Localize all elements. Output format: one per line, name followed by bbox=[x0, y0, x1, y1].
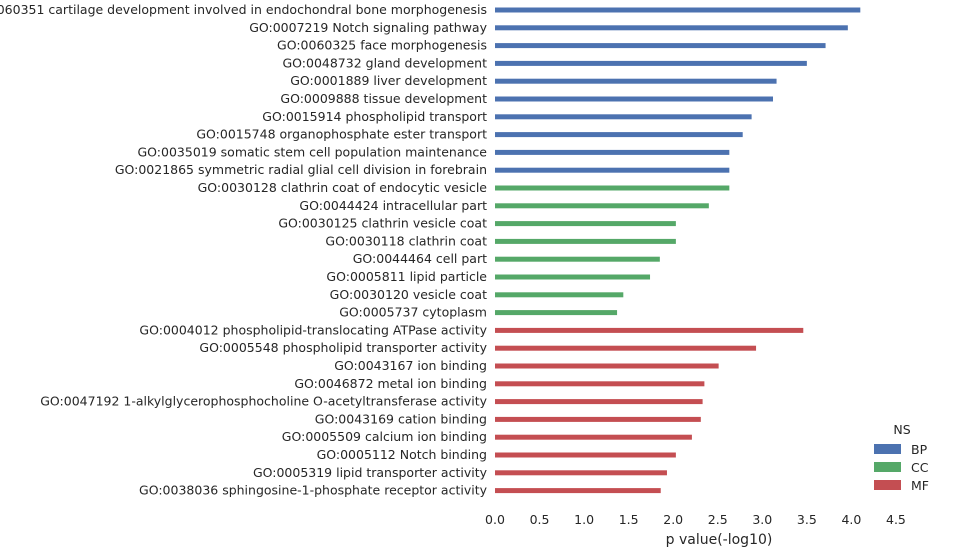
bar-cc bbox=[495, 274, 651, 280]
y-tick-label: GO:0009888 tissue development bbox=[280, 91, 487, 106]
bar-bp bbox=[495, 78, 777, 84]
bar-bp bbox=[495, 167, 730, 173]
bar-cc bbox=[495, 256, 660, 262]
y-tick-label: GO:0060325 face morphogenesis bbox=[277, 38, 487, 53]
legend-swatch-bp bbox=[874, 444, 901, 454]
legend-label: BP bbox=[911, 442, 928, 457]
bar-mf bbox=[495, 345, 757, 351]
y-axis-labels: GO:0060351 cartilage development involve… bbox=[0, 2, 488, 498]
y-tick-label: GO:0005737 cytoplasm bbox=[339, 305, 487, 320]
y-tick-label: GO:0005112 Notch binding bbox=[317, 447, 487, 462]
legend: NS BP CC MF bbox=[874, 422, 929, 493]
y-tick-label: GO:0060351 cartilage development involve… bbox=[0, 2, 487, 17]
x-axis-title: p value(-log10) bbox=[666, 532, 773, 548]
y-tick-label: GO:0043169 cation binding bbox=[315, 411, 487, 426]
bar-mf bbox=[495, 452, 676, 458]
x-tick-label: 3.5 bbox=[797, 512, 817, 527]
bar-cc bbox=[495, 310, 618, 316]
x-tick-label: 1.5 bbox=[619, 512, 639, 527]
bar-mf bbox=[495, 399, 703, 405]
y-tick-label: GO:0001889 liver development bbox=[290, 73, 487, 88]
x-tick-label: 3.0 bbox=[752, 512, 772, 527]
bar-cc bbox=[495, 221, 676, 227]
y-tick-label: GO:0044464 cell part bbox=[353, 251, 487, 266]
y-tick-label: GO:0030128 clathrin coat of endocytic ve… bbox=[198, 180, 488, 195]
bar-mf bbox=[495, 381, 705, 387]
legend-swatch-mf bbox=[874, 480, 901, 490]
bars bbox=[495, 7, 861, 494]
bar-cc bbox=[495, 292, 624, 298]
y-tick-label: GO:0035019 somatic stem cell population … bbox=[138, 144, 488, 159]
y-tick-label: GO:0015748 organophosphate ester transpo… bbox=[196, 127, 487, 142]
x-tick-label: 4.5 bbox=[886, 512, 906, 527]
x-tick-label: 2.0 bbox=[663, 512, 683, 527]
bar-cc bbox=[495, 238, 676, 244]
bar-bp bbox=[495, 60, 807, 66]
bar-mf bbox=[495, 434, 692, 440]
y-tick-label: GO:0030118 clathrin coat bbox=[325, 233, 487, 248]
y-tick-label: GO:0005548 phospholipid transporter acti… bbox=[199, 340, 487, 355]
bar-mf bbox=[495, 416, 701, 422]
bar-bp bbox=[495, 149, 730, 155]
bar-mf bbox=[495, 470, 667, 476]
y-tick-label: GO:0044424 intracellular part bbox=[299, 198, 487, 213]
bar-bp bbox=[495, 43, 826, 49]
y-tick-label: GO:0030120 vesicle coat bbox=[330, 287, 487, 302]
legend-label: MF bbox=[911, 478, 929, 493]
y-tick-label: GO:0004012 phospholipid-translocating AT… bbox=[139, 322, 487, 337]
y-tick-label: GO:0043167 ion binding bbox=[334, 358, 487, 373]
y-tick-label: GO:0048732 gland development bbox=[282, 55, 487, 70]
y-tick-label: GO:0005319 lipid transporter activity bbox=[253, 465, 488, 480]
y-tick-label: GO:0007219 Notch signaling pathway bbox=[249, 20, 487, 35]
y-tick-label: GO:0046872 metal ion binding bbox=[294, 376, 487, 391]
x-tick-label: 4.0 bbox=[841, 512, 861, 527]
bar-bp bbox=[495, 7, 861, 13]
y-tick-label: GO:0021865 symmetric radial glial cell d… bbox=[115, 162, 487, 177]
legend-label: CC bbox=[911, 460, 929, 475]
bar-bp bbox=[495, 25, 848, 31]
y-tick-label: GO:0047192 1-alkylglycerophosphocholine … bbox=[40, 394, 487, 409]
legend-swatch-cc bbox=[874, 462, 901, 472]
bar-cc bbox=[495, 185, 730, 191]
x-tick-label: 1.0 bbox=[574, 512, 594, 527]
bar-bp bbox=[495, 96, 773, 102]
x-tick-label: 2.5 bbox=[708, 512, 728, 527]
bar-mf bbox=[495, 327, 804, 333]
y-tick-label: GO:0030125 clathrin vesicle coat bbox=[278, 216, 487, 231]
y-tick-label: GO:0005811 lipid particle bbox=[326, 269, 487, 284]
x-axis-ticks: 0.0 0.5 1.0 1.5 2.0 2.5 3.0 3.5 4.0 4.5 bbox=[485, 512, 906, 527]
bar-bp bbox=[495, 132, 743, 138]
legend-title: NS bbox=[893, 422, 910, 437]
bar-mf bbox=[495, 488, 661, 494]
x-tick-label: 0.0 bbox=[485, 512, 505, 527]
y-tick-label: GO:0015914 phospholipid transport bbox=[262, 109, 487, 124]
bar-mf bbox=[495, 363, 719, 369]
bar-bp bbox=[495, 114, 752, 120]
y-tick-label: GO:0038036 sphingosine-1-phosphate recep… bbox=[139, 483, 488, 498]
x-tick-label: 0.5 bbox=[530, 512, 550, 527]
bar-cc bbox=[495, 203, 709, 209]
y-tick-label: GO:0005509 calcium ion binding bbox=[282, 429, 487, 444]
